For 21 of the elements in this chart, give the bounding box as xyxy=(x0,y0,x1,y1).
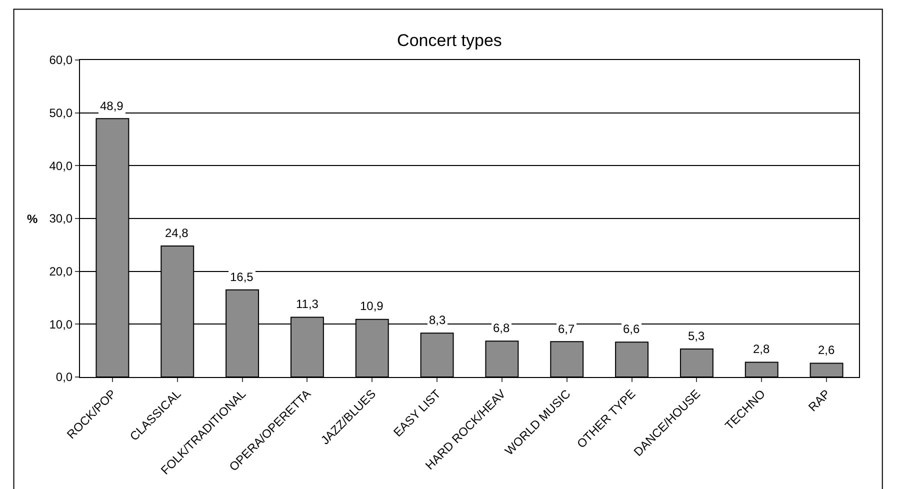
data-label: 6,6 xyxy=(623,322,640,336)
y-tick-label: 30,0 xyxy=(49,212,73,226)
y-tick-label: 60,0 xyxy=(49,53,73,68)
y-tick-label: 20,0 xyxy=(49,264,73,279)
y-tick-label: 10,0 xyxy=(49,317,73,332)
data-label: 5,3 xyxy=(688,329,706,343)
data-label: 10,9 xyxy=(360,299,384,313)
data-label: 6,8 xyxy=(493,321,510,335)
data-label: 2,6 xyxy=(818,343,836,357)
data-label: 16,5 xyxy=(230,270,254,284)
y-axis-title: % xyxy=(27,212,38,226)
data-label: 48,9 xyxy=(100,99,124,113)
data-label: 24,8 xyxy=(165,226,189,240)
data-label: 2,8 xyxy=(753,342,770,356)
y-tick-label: 0,0 xyxy=(56,370,73,384)
y-tick-label: 40,0 xyxy=(49,158,73,173)
data-label: 6,7 xyxy=(558,322,576,336)
data-label: 11,3 xyxy=(296,297,319,311)
data-label: 8,3 xyxy=(429,313,446,327)
chart-title: Concert types xyxy=(397,31,502,50)
y-tick-label: 50,0 xyxy=(49,106,73,120)
